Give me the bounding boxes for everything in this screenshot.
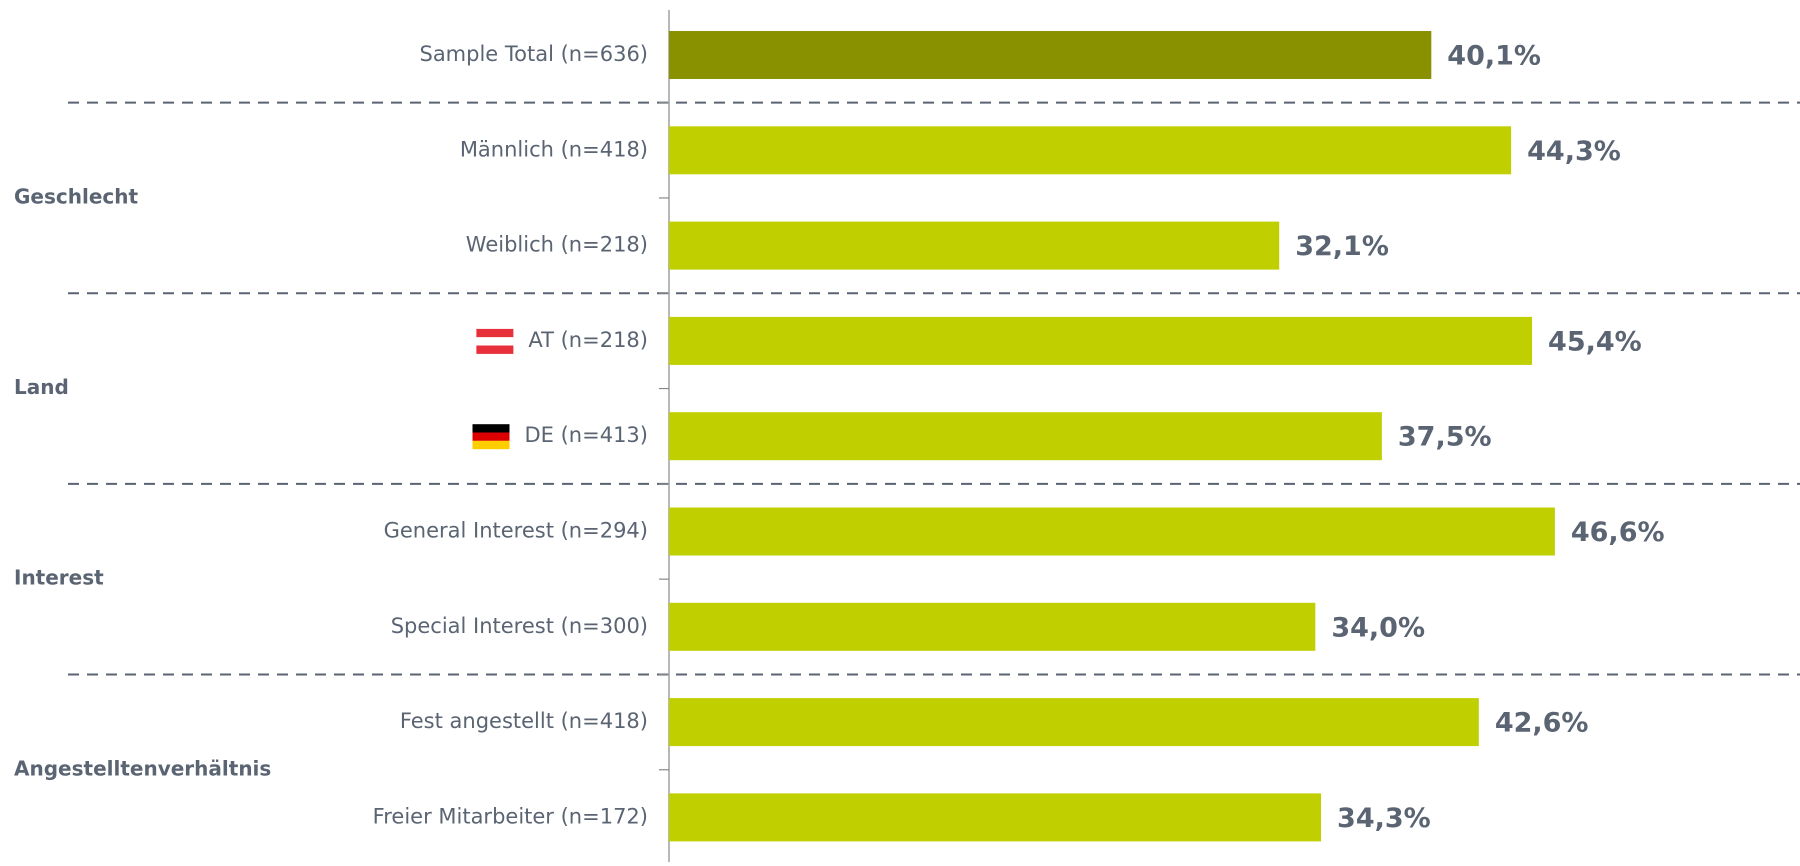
- category-label: Sample Total (n=636): [419, 42, 648, 66]
- bar: [669, 507, 1555, 556]
- bar: [669, 602, 1316, 651]
- bar: [669, 698, 1479, 747]
- category-label: DE (n=413): [525, 423, 649, 447]
- group-label: Land: [14, 375, 69, 399]
- bar: [669, 126, 1512, 175]
- value-label: 42,6%: [1495, 708, 1589, 739]
- category-label: Special Interest (n=300): [391, 614, 648, 638]
- category-label: Fest angestellt (n=418): [400, 709, 648, 733]
- value-label: 37,5%: [1398, 422, 1492, 453]
- category-label: Männlich (n=418): [460, 137, 648, 161]
- bar: [669, 221, 1280, 270]
- value-label: 45,4%: [1548, 326, 1642, 357]
- flag-stripe: [472, 432, 510, 441]
- flag-stripe: [472, 440, 510, 450]
- group-label: Interest: [14, 566, 104, 590]
- value-label: 44,3%: [1527, 136, 1621, 167]
- group-label: Geschlecht: [14, 184, 138, 208]
- value-label: 46,6%: [1571, 517, 1665, 548]
- flag-stripe: [476, 345, 514, 354]
- flag-stripe: [472, 424, 510, 433]
- value-label: 40,1%: [1447, 41, 1541, 72]
- bar: [669, 316, 1533, 365]
- flag-stripe: [476, 328, 514, 338]
- value-label: 34,3%: [1337, 803, 1431, 834]
- category-label: Weiblich (n=218): [466, 233, 648, 257]
- bar: [669, 412, 1382, 461]
- flag-stripe: [476, 337, 514, 346]
- category-label: AT (n=218): [528, 328, 648, 352]
- bar: [669, 793, 1322, 842]
- value-label: 32,1%: [1295, 231, 1389, 262]
- bar: [669, 31, 1432, 79]
- category-label: General Interest (n=294): [384, 519, 648, 543]
- category-label: Freier Mitarbeiter (n=172): [373, 804, 648, 828]
- value-label: 34,0%: [1331, 612, 1425, 643]
- group-label: Angestelltenverhältnis: [14, 756, 271, 780]
